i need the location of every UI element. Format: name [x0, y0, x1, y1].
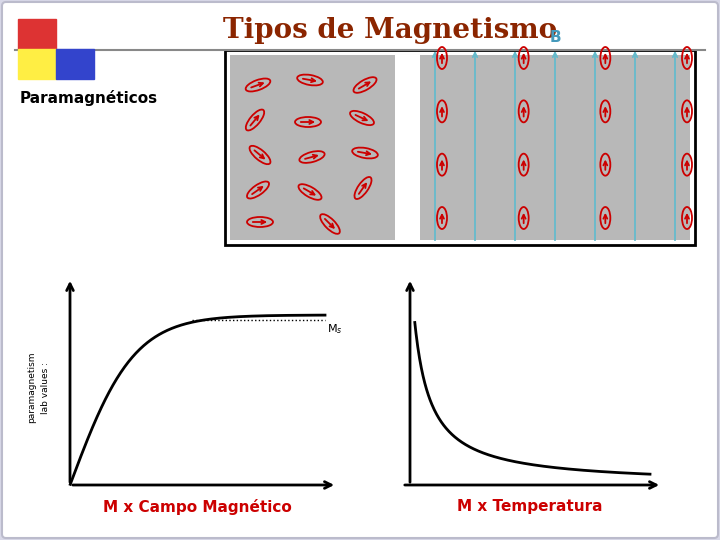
Bar	[420, 55, 690, 240]
Bar	[56, 49, 94, 79]
Text: Tipos de Magnetismo: Tipos de Magnetismo	[223, 17, 557, 44]
Text: M x Temperatura: M x Temperatura	[457, 500, 603, 515]
Text: B: B	[549, 30, 561, 45]
Text: M$_s$: M$_s$	[327, 322, 343, 336]
Bar	[18, 49, 56, 79]
Text: M x Campo Magnético: M x Campo Magnético	[103, 499, 292, 515]
Bar	[225, 50, 695, 245]
Text: lab values :: lab values :	[40, 361, 50, 414]
Text: paramagnetism: paramagnetism	[27, 352, 37, 423]
Bar	[230, 55, 395, 240]
Text: Paramagnéticos: Paramagnéticos	[20, 90, 158, 106]
Bar	[18, 19, 56, 49]
